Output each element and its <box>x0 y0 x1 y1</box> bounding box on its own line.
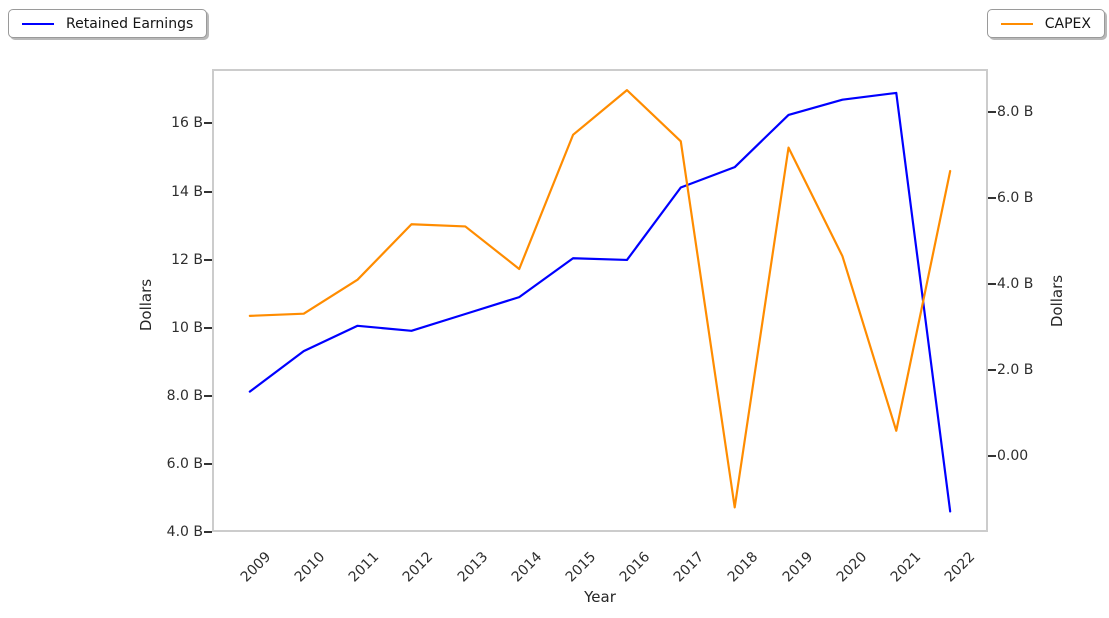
legend-label-retained-earnings: Retained Earnings <box>66 15 194 32</box>
legend-retained-earnings: Retained Earnings <box>8 9 208 38</box>
y-axis-left-tick <box>204 531 212 533</box>
y-axis-left-tick <box>204 191 212 193</box>
y-axis-right-tick <box>988 455 996 457</box>
y-axis-right-tick <box>988 283 996 285</box>
y-axis-left-tick <box>204 463 212 465</box>
y-axis-right-tick-label: 6.0 B <box>997 190 1034 206</box>
legend-line-sample-blue <box>22 22 54 25</box>
y-axis-right-tick-label: 0.00 <box>997 448 1029 464</box>
y-axis-left-tick <box>204 259 212 261</box>
y-axis-right-tick-label: 2.0 B <box>997 362 1034 378</box>
plot-series-svg <box>248 89 952 513</box>
y-axis-left-tick-label: 14 B <box>171 184 203 200</box>
y-axis-left-tick <box>204 122 212 124</box>
y-axis-right-tick-label: 4.0 B <box>997 276 1034 292</box>
y-axis-left-tick-label: 4.0 B <box>166 524 203 540</box>
y-axis-right-tick <box>988 369 996 371</box>
y-axis-label-right: Dollars <box>1048 274 1066 328</box>
legend-line-sample-orange <box>1000 22 1033 25</box>
y-axis-left-tick-label: 16 B <box>171 115 203 131</box>
legend-label-capex: CAPEX <box>1044 15 1091 32</box>
plot-area <box>212 69 988 532</box>
y-axis-left-tick-label: 10 B <box>171 320 203 336</box>
x-axis-label: Year <box>584 588 616 606</box>
y-axis-left-tick <box>204 327 212 329</box>
y-axis-right-tick-label: 8.0 B <box>997 104 1034 120</box>
y-axis-right-tick <box>988 111 996 113</box>
y-axis-left-tick-label: 6.0 B <box>166 456 203 472</box>
series-line-capex <box>248 89 952 509</box>
legend-capex: CAPEX <box>986 9 1105 38</box>
y-axis-left-tick-label: 8.0 B <box>166 388 203 404</box>
series-line-retained-earnings <box>248 91 952 513</box>
y-axis-left-tick-label: 12 B <box>171 252 203 268</box>
y-axis-right-tick <box>988 197 996 199</box>
y-axis-left-tick <box>204 395 212 397</box>
